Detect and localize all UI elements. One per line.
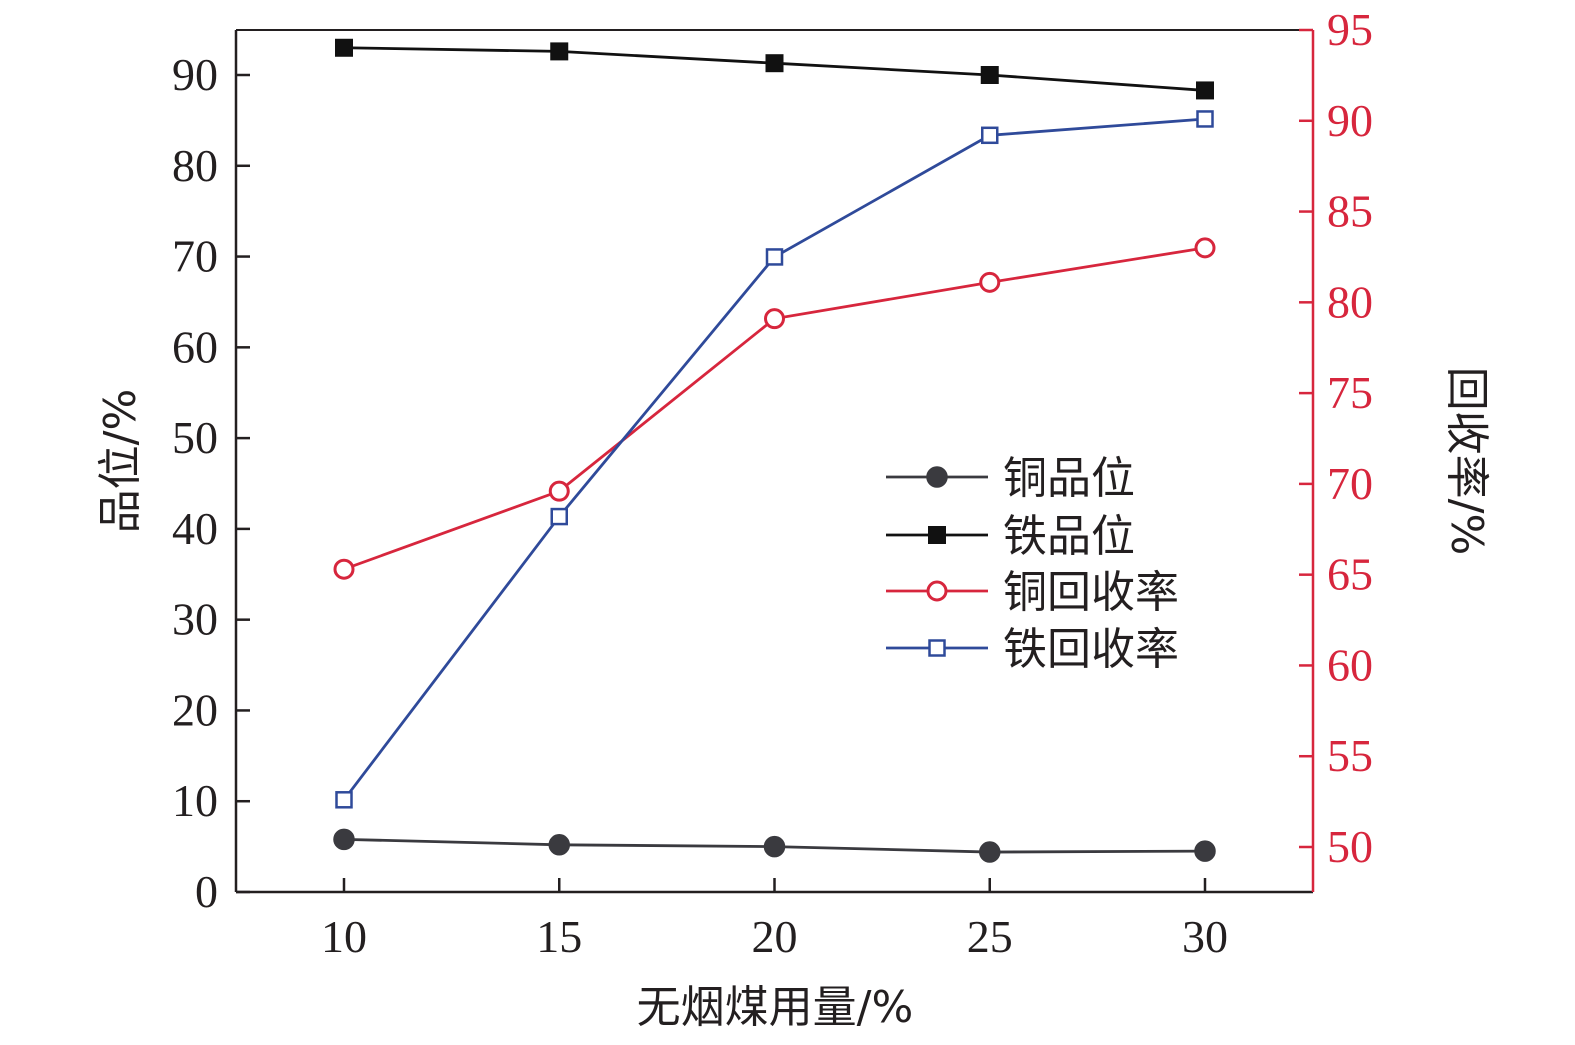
- y2-tick-label: 60: [1327, 639, 1373, 690]
- data-point: [335, 38, 353, 57]
- x-axis-title: 无烟煤用量/%: [637, 982, 914, 1033]
- y2-tick-label: 55: [1327, 730, 1373, 781]
- y2-tick-label: 90: [1327, 95, 1373, 146]
- y2-tick-label: 65: [1327, 549, 1373, 600]
- data-point: [980, 66, 999, 84]
- y2-tick-label: 80: [1327, 276, 1373, 327]
- y2-tick-label: 85: [1327, 186, 1373, 237]
- y2-axis-title: 回收率/%: [1441, 367, 1492, 556]
- x-tick-label: 25: [967, 911, 1013, 962]
- series-4: [335, 110, 1214, 809]
- data-point: [1196, 81, 1214, 100]
- data-point: [765, 248, 784, 266]
- y2-tick-label: 95: [1327, 4, 1373, 55]
- data-point: [979, 841, 1001, 863]
- data-point: [764, 308, 785, 330]
- x-tick-label: 30: [1182, 911, 1228, 962]
- data-point: [1194, 237, 1216, 259]
- axes: 0 10 20 30 40 50 60 70 80 90 50 55 60 65 70 75 80 85 90 95 1…: [172, 4, 1373, 962]
- y-tick-label: 0: [195, 866, 218, 917]
- data-point: [550, 507, 568, 526]
- data-point: [1194, 840, 1216, 862]
- legend-item: 铜回收率: [886, 567, 1179, 618]
- legend-marker: [926, 580, 948, 602]
- data-point: [763, 835, 786, 858]
- legend-item: 铁品位: [886, 511, 1135, 562]
- data-point: [335, 791, 353, 809]
- y-tick-label: 50: [172, 412, 218, 463]
- legend-label: 铜回收率: [1003, 567, 1179, 618]
- data-point: [1196, 110, 1214, 128]
- legend-label: 铁品位: [1003, 511, 1135, 562]
- data-point: [548, 834, 570, 856]
- legend-item: 铁回收率: [886, 624, 1179, 675]
- y-tick-label: 60: [172, 321, 218, 372]
- legend-label: 铁回收率: [1003, 624, 1179, 675]
- legend-item: 铜品位: [886, 453, 1135, 504]
- y2-tick-label: 75: [1327, 367, 1373, 418]
- data-point: [979, 271, 1001, 293]
- y-tick-label: 70: [172, 231, 218, 282]
- y-tick-label: 30: [172, 594, 218, 645]
- y2-tick-label: 50: [1327, 821, 1373, 872]
- legend-marker: [926, 466, 948, 488]
- data-point: [548, 480, 570, 502]
- y-tick-label: 20: [172, 684, 218, 735]
- data-point: [333, 828, 355, 851]
- legend-marker: [928, 526, 946, 544]
- y-axis-title: 品位/%: [95, 389, 146, 534]
- series-1: [333, 828, 1216, 863]
- y-tick-label: 40: [172, 503, 218, 554]
- y2-tick-label: 70: [1327, 458, 1373, 509]
- series-layer: [333, 38, 1216, 863]
- x-tick-label: 10: [321, 911, 367, 962]
- series-2: [335, 38, 1214, 100]
- series-3: [333, 237, 1216, 580]
- x-tick-label: 20: [752, 911, 798, 962]
- y-tick-label: 90: [172, 49, 218, 100]
- x-tick-label: 15: [536, 911, 582, 962]
- data-point: [981, 126, 999, 145]
- y-tick-label: 80: [172, 140, 218, 191]
- data-point: [550, 42, 569, 61]
- legend-marker: [928, 639, 946, 657]
- data-point: [765, 54, 784, 73]
- data-point: [333, 558, 355, 580]
- legend-label: 铜品位: [1003, 453, 1135, 504]
- y-tick-label: 10: [172, 775, 218, 826]
